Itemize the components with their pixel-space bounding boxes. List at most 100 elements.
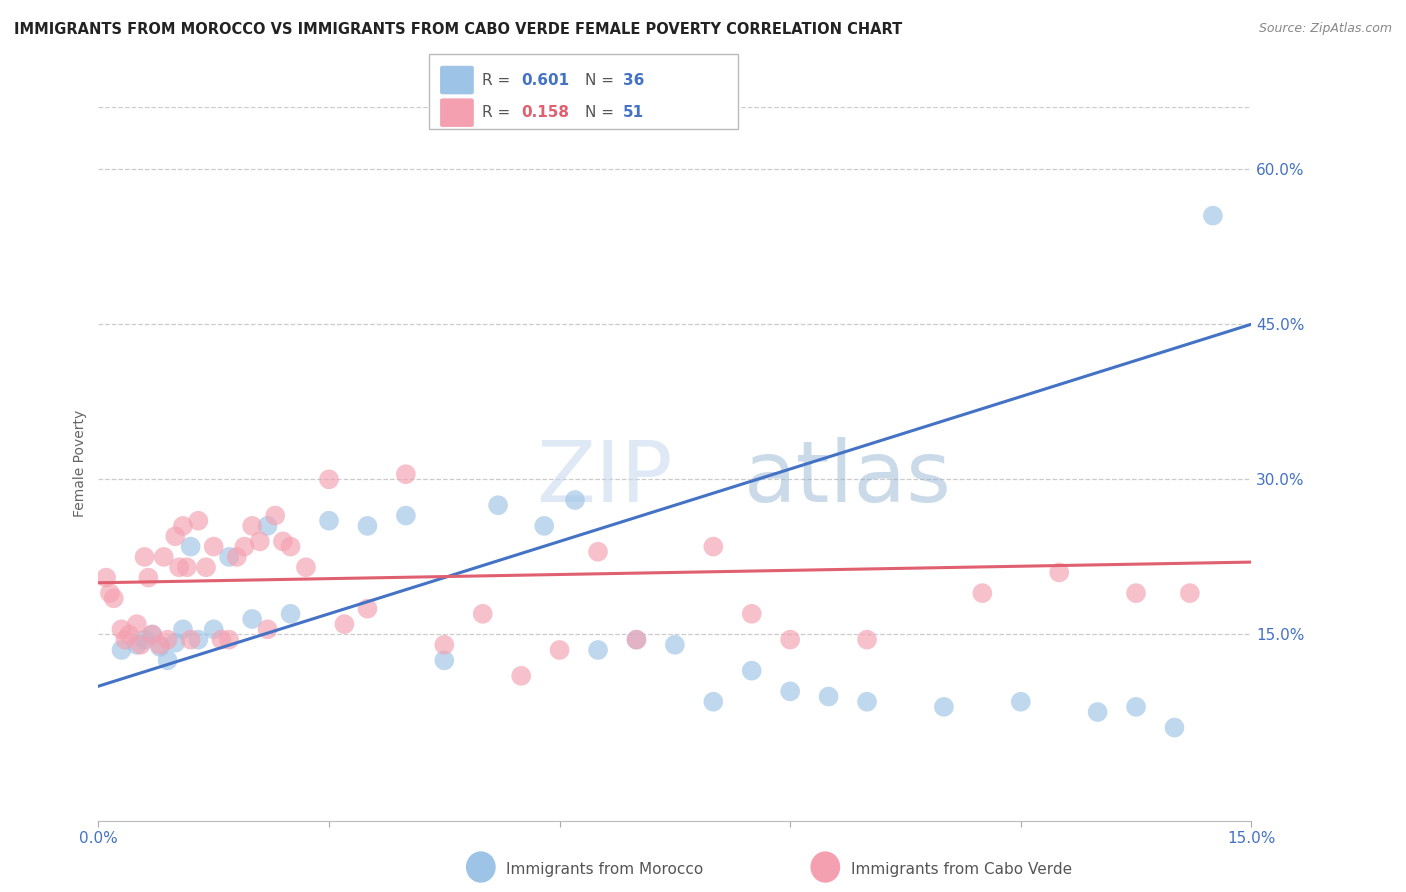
- Point: [180, 632, 202, 647]
- Point: [141, 627, 163, 641]
- Circle shape: [811, 852, 839, 882]
- Point: [165, 529, 187, 543]
- Point: [114, 632, 136, 647]
- Point: [149, 638, 172, 652]
- Point: [240, 519, 263, 533]
- Point: [1125, 699, 1147, 714]
- Text: 51: 51: [623, 105, 644, 120]
- Point: [486, 498, 509, 512]
- Point: [779, 684, 801, 698]
- Point: [626, 632, 648, 647]
- Point: [240, 612, 263, 626]
- Point: [626, 632, 648, 647]
- Point: [187, 514, 209, 528]
- Point: [202, 540, 225, 554]
- Point: [125, 638, 148, 652]
- Point: [156, 653, 179, 667]
- Point: [218, 632, 240, 647]
- Text: R =: R =: [482, 72, 516, 87]
- Point: [233, 540, 256, 554]
- Point: [176, 560, 198, 574]
- Point: [533, 519, 555, 533]
- Point: [356, 519, 378, 533]
- Text: Immigrants from Morocco: Immigrants from Morocco: [506, 863, 703, 877]
- Point: [972, 586, 994, 600]
- Point: [141, 627, 163, 641]
- Point: [856, 695, 879, 709]
- Point: [134, 549, 156, 564]
- Point: [741, 607, 763, 621]
- Point: [280, 540, 302, 554]
- Point: [249, 534, 271, 549]
- Point: [271, 534, 294, 549]
- Point: [256, 519, 278, 533]
- Point: [1178, 586, 1201, 600]
- Point: [129, 638, 152, 652]
- Point: [318, 472, 340, 486]
- Text: N =: N =: [585, 105, 619, 120]
- Point: [118, 627, 141, 641]
- Point: [280, 607, 302, 621]
- Point: [817, 690, 839, 704]
- Circle shape: [467, 852, 495, 882]
- Point: [165, 636, 187, 650]
- Point: [356, 601, 378, 615]
- Point: [167, 560, 190, 574]
- Point: [94, 571, 117, 585]
- Point: [172, 623, 194, 637]
- Point: [149, 640, 172, 654]
- Point: [187, 632, 209, 647]
- Point: [225, 549, 247, 564]
- Point: [564, 493, 586, 508]
- Point: [741, 664, 763, 678]
- Point: [125, 617, 148, 632]
- Point: [209, 632, 232, 647]
- Point: [856, 632, 879, 647]
- Text: atlas: atlas: [744, 436, 952, 520]
- Point: [1163, 721, 1185, 735]
- Point: [264, 508, 287, 523]
- Point: [256, 623, 278, 637]
- Point: [134, 632, 156, 647]
- Point: [318, 514, 340, 528]
- Point: [433, 638, 456, 652]
- Point: [98, 586, 121, 600]
- Text: ZIP: ZIP: [537, 436, 673, 520]
- Point: [471, 607, 494, 621]
- Point: [156, 632, 179, 647]
- Point: [702, 540, 724, 554]
- Point: [1010, 695, 1032, 709]
- Text: IMMIGRANTS FROM MOROCCO VS IMMIGRANTS FROM CABO VERDE FEMALE POVERTY CORRELATION: IMMIGRANTS FROM MOROCCO VS IMMIGRANTS FR…: [14, 22, 903, 37]
- Text: Source: ZipAtlas.com: Source: ZipAtlas.com: [1258, 22, 1392, 36]
- Point: [218, 549, 240, 564]
- Point: [110, 623, 132, 637]
- Point: [103, 591, 125, 606]
- Text: Immigrants from Cabo Verde: Immigrants from Cabo Verde: [851, 863, 1071, 877]
- Point: [152, 549, 174, 564]
- Point: [180, 540, 202, 554]
- Point: [664, 638, 686, 652]
- Point: [548, 643, 571, 657]
- Point: [395, 467, 418, 482]
- Point: [586, 545, 609, 559]
- Point: [433, 653, 456, 667]
- Point: [1047, 566, 1070, 580]
- Point: [333, 617, 356, 632]
- Text: N =: N =: [585, 72, 619, 87]
- Point: [110, 643, 132, 657]
- Y-axis label: Female Poverty: Female Poverty: [73, 410, 87, 517]
- Text: 36: 36: [623, 72, 644, 87]
- Point: [295, 560, 318, 574]
- Point: [172, 519, 194, 533]
- Text: 0.601: 0.601: [522, 72, 569, 87]
- Point: [932, 699, 955, 714]
- Point: [138, 571, 160, 585]
- Text: 0.158: 0.158: [522, 105, 569, 120]
- Point: [395, 508, 418, 523]
- Text: R =: R =: [482, 105, 516, 120]
- Point: [586, 643, 609, 657]
- Point: [510, 669, 533, 683]
- Point: [1087, 705, 1109, 719]
- Point: [702, 695, 724, 709]
- Point: [1125, 586, 1147, 600]
